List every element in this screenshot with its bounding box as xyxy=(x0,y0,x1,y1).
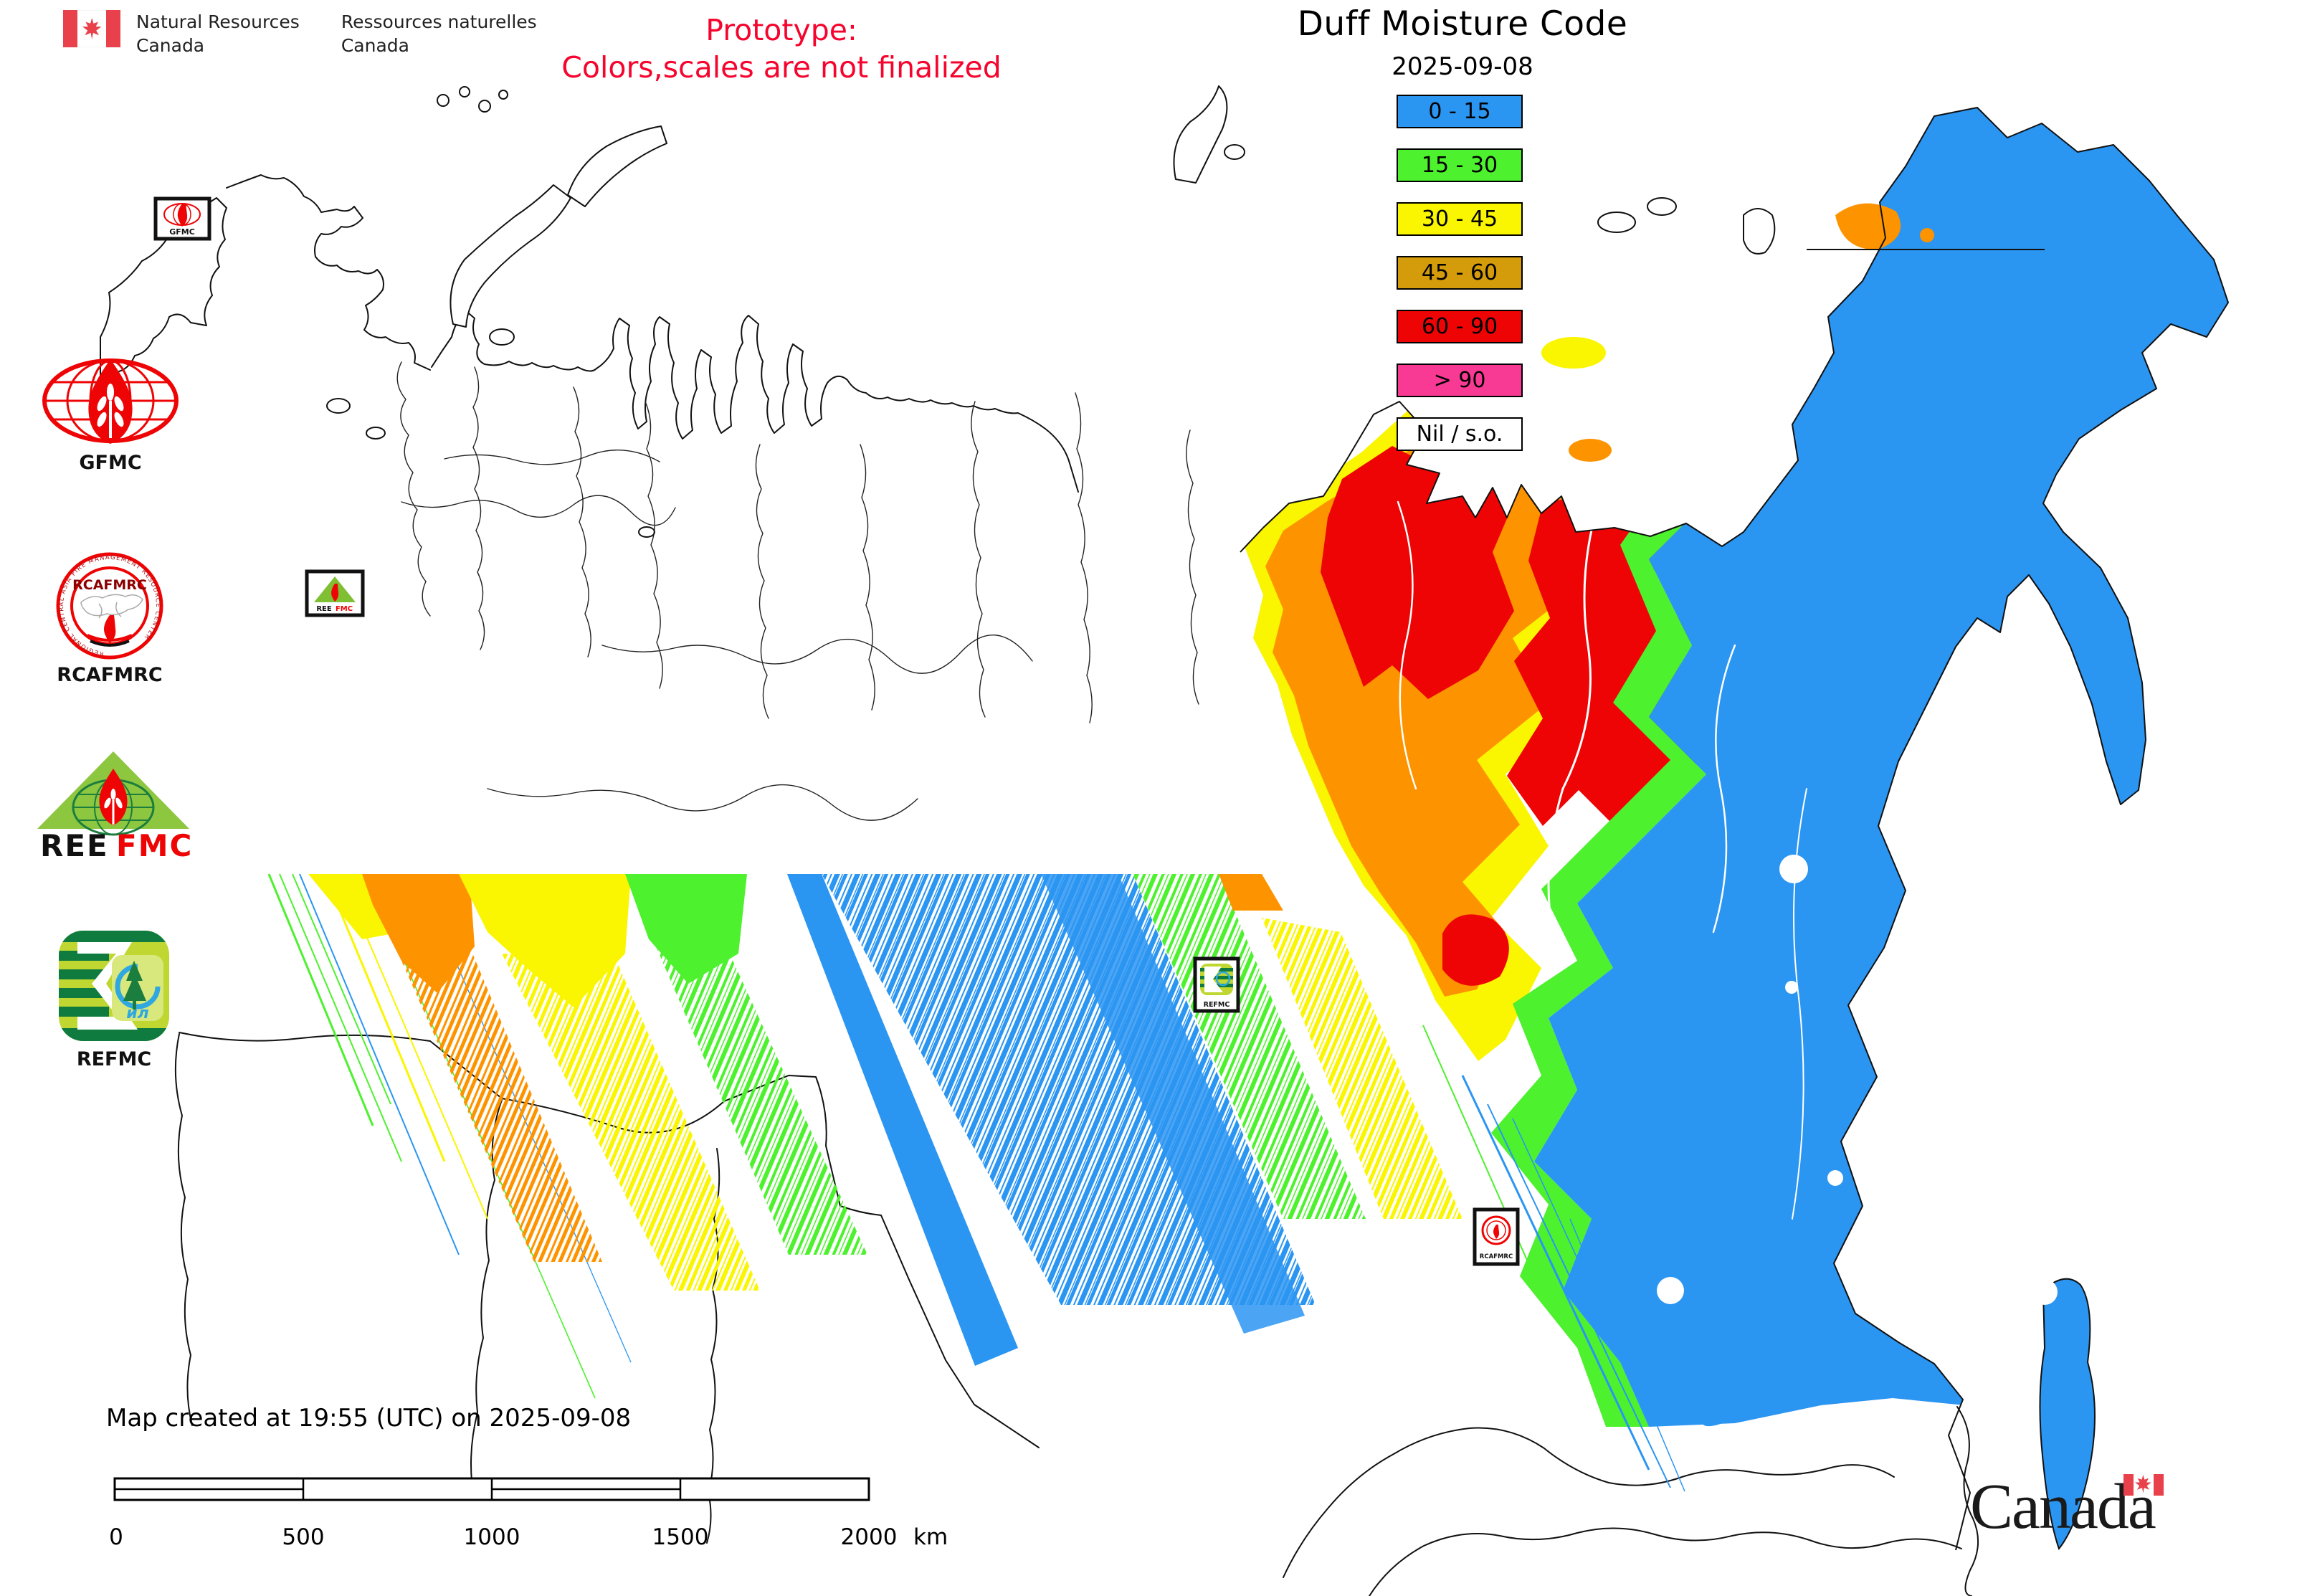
marker-label-red: FMC xyxy=(336,605,353,613)
lake-baikal xyxy=(1701,1369,1777,1427)
zone-15-30 xyxy=(1491,165,1821,1427)
reefmc-text-black: REE xyxy=(40,828,109,859)
legend-item-gt-90: > 90 xyxy=(1397,364,1523,397)
scale-bar: 0 500 1000 1500 2000 km xyxy=(109,1477,948,1550)
scale-unit: km xyxy=(913,1524,948,1550)
marker-label: REFMC xyxy=(1204,1001,1230,1009)
reefmc-text-red: FMC xyxy=(116,828,191,859)
legend-item-nil: Nil / s.o. xyxy=(1397,417,1523,451)
legend-item-0-15: 0 - 15 xyxy=(1397,95,1523,128)
legend-item-45-60: 45 - 60 xyxy=(1397,256,1523,290)
legend-item-30-45: 30 - 45 xyxy=(1397,202,1523,236)
rcafmrc-logo: REGIONAL CENTRAL ASIA FIRE MANAGEMENT RE… xyxy=(56,552,163,660)
canada-wordmark: Canada xyxy=(1970,1470,2164,1544)
marker-label-black: REE xyxy=(316,605,332,613)
wordmark-flag-icon xyxy=(2123,1474,2164,1496)
gfmc-label: GFMC xyxy=(79,452,142,474)
map-marker-gfmc[interactable]: GFMC xyxy=(153,196,211,241)
page-title: Duff Moisture Code xyxy=(1297,4,1628,44)
refmc-label: REFMC xyxy=(76,1048,152,1070)
scale-label-500: 500 xyxy=(282,1524,324,1550)
canada-flag-icon xyxy=(63,10,120,47)
station-dots xyxy=(1657,855,2058,1305)
refmc-logo: ил xyxy=(59,931,169,1041)
gfmc-logo xyxy=(42,358,179,444)
scale-label-2000: 2000 xyxy=(841,1524,898,1550)
map-marker-refmc[interactable]: REFMC xyxy=(1193,956,1240,1013)
island-orange xyxy=(1569,439,1612,462)
scale-label-1000: 1000 xyxy=(464,1524,520,1550)
marker-label: RCAFMRC xyxy=(1480,1253,1513,1260)
marker-label: GFMC xyxy=(169,227,195,237)
nrcan-name-fr: Ressources naturelles Canada xyxy=(341,11,537,56)
rcafmrc-inner-text: RCAFMRC xyxy=(72,577,147,593)
refmc-inner-text: ил xyxy=(126,1004,149,1022)
sakhalin-island xyxy=(2039,1278,2096,1551)
map-marker-rcafmrc[interactable]: RCAFMRC xyxy=(1473,1207,1520,1266)
title-block: Duff Moisture Code 2025-09-08 xyxy=(1118,4,1807,81)
island-yellow xyxy=(1541,337,1606,369)
ne-coastline xyxy=(1240,107,2229,1551)
prototype-note: Prototype: Colors,scales are not finaliz… xyxy=(561,13,1002,85)
rcafmrc-label: RCAFMRC xyxy=(57,664,163,686)
legend-item-15-30: 15 - 30 xyxy=(1397,148,1523,182)
dmc-legend: 0 - 15 15 - 30 30 - 45 45 - 60 60 - 90 >… xyxy=(1397,95,1523,471)
map-created-text: Map created at 19:55 (UTC) on 2025-09-08 xyxy=(106,1404,632,1433)
scale-label-0: 0 xyxy=(109,1524,123,1550)
arctic-islands xyxy=(437,85,1776,328)
streak-artifact-band xyxy=(267,873,1685,1492)
nrcan-header: Natural Resources Canada Ressources natu… xyxy=(63,10,537,57)
scale-label-1500: 1500 xyxy=(652,1524,709,1550)
nrcan-name-en: Natural Resources Canada xyxy=(136,11,300,56)
reefmc-logo: REE FMC xyxy=(37,751,191,859)
map-date: 2025-09-08 xyxy=(1392,52,1533,81)
legend-item-60-90: 60 - 90 xyxy=(1397,310,1523,343)
map-marker-reefmc[interactable]: REE FMC xyxy=(305,569,365,617)
